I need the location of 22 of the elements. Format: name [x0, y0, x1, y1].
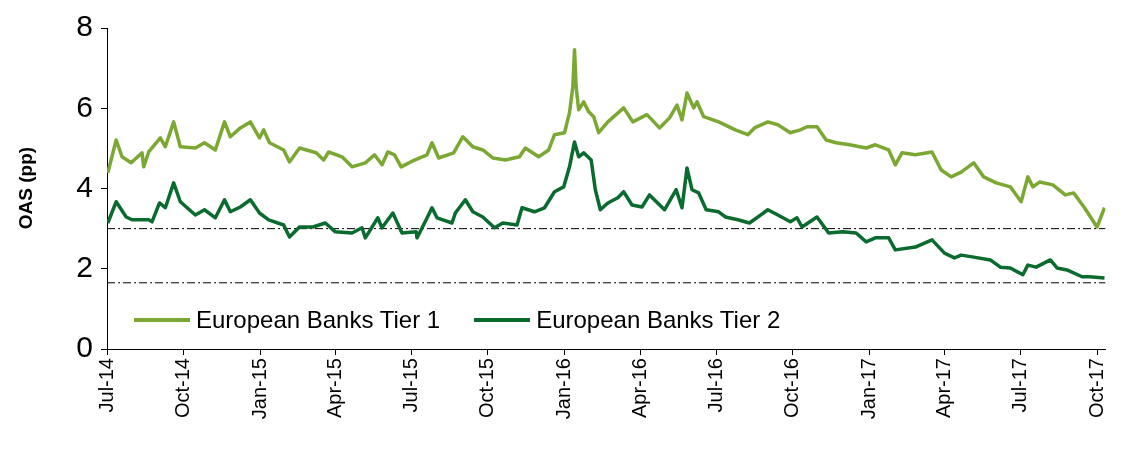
y-axis-title: OAS (pp) — [15, 146, 37, 230]
x-tick-label: Jan-17 — [857, 358, 880, 420]
x-tick-label: Jul-16 — [703, 358, 726, 413]
x-tick-label: Oct-14 — [171, 358, 194, 419]
x-tick-label: Jul-14 — [94, 358, 117, 413]
x-tick-label: Jan-16 — [552, 358, 575, 420]
legend-label: European Banks Tier 1 — [196, 306, 441, 334]
x-tick-label: Jan-15 — [247, 358, 270, 420]
x-tick-label: Oct-17 — [1084, 358, 1107, 419]
x-tick-label: Oct-15 — [475, 358, 498, 419]
x-tick-label: Jul-15 — [398, 358, 421, 413]
legend-label: European Banks Tier 2 — [536, 306, 781, 334]
x-tick-label: Apr-16 — [627, 358, 650, 419]
x-tick-label: Oct-16 — [780, 358, 803, 419]
y-tick-label: 4 — [76, 169, 93, 203]
y-tick-label: 8 — [76, 9, 93, 43]
x-tick-label: Apr-15 — [322, 358, 345, 419]
y-tick-label: 6 — [76, 89, 93, 123]
y-tick-label: 2 — [76, 250, 93, 284]
y-tick-label: 0 — [76, 330, 93, 364]
x-tick-label: Apr-17 — [932, 358, 955, 419]
x-tick-label: Jul-17 — [1007, 358, 1030, 413]
